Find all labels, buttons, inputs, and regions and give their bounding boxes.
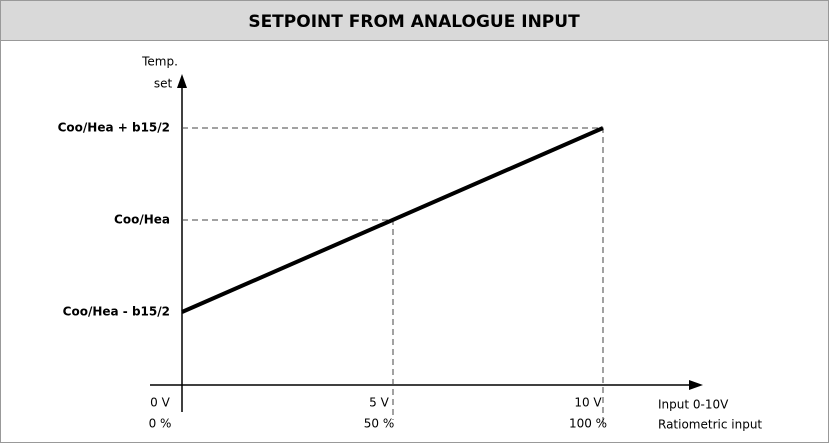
x-point-label: 0 % — [149, 417, 172, 431]
y-arrow — [177, 74, 187, 88]
level-label: Coo/Hea — [114, 213, 170, 227]
setpoint-line — [181, 126, 604, 314]
x-point-label: 50 % — [364, 417, 395, 431]
x-axis-label: Input 0-10V — [658, 398, 729, 412]
y-axis-label: set — [154, 77, 173, 91]
title: SETPOINT FROM ANALOGUE INPUT — [248, 12, 580, 32]
level-label: Coo/Hea + b15/2 — [58, 121, 170, 135]
x-point-label: 0 V — [150, 396, 170, 410]
y-axis-label: Temp. — [141, 55, 178, 69]
x-axis-label: Ratiometric input — [658, 418, 762, 432]
x-point-label: 100 % — [569, 417, 607, 431]
x-point-label: 5 V — [369, 396, 389, 410]
x-arrow — [689, 380, 703, 390]
level-label: Coo/Hea - b15/2 — [63, 305, 170, 319]
header-band — [0, 0, 829, 41]
x-point-label: 10 V — [574, 396, 602, 410]
